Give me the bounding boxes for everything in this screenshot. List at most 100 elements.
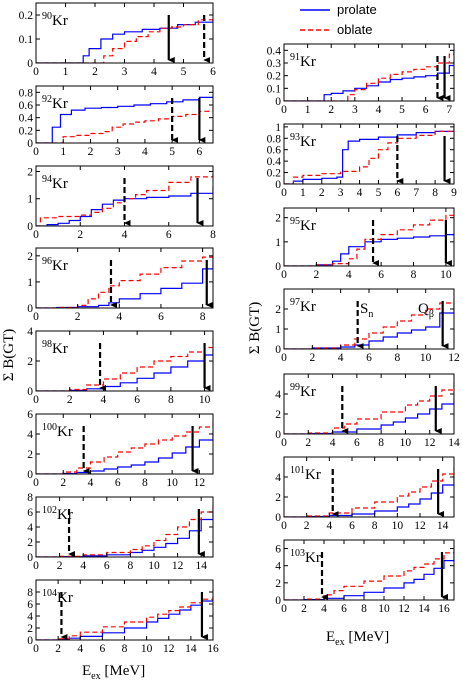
x-tick-label: 8 xyxy=(361,603,367,615)
x-tick-label: 1 xyxy=(60,146,66,158)
x-tick-label: 0 xyxy=(33,560,39,572)
x-tick-label: 0 xyxy=(33,66,39,78)
y-tick-label: 2 xyxy=(27,623,33,635)
y-tick-label: 0 xyxy=(27,386,33,398)
x-tick-label: 14 xyxy=(418,603,430,615)
x-tick-label: 6 xyxy=(197,146,203,158)
x-tick-label: 8 xyxy=(168,394,174,406)
series-line-oblate xyxy=(36,171,213,226)
y-tick-label: 1 xyxy=(27,194,33,206)
nucleus-label: 94Kr xyxy=(42,174,68,192)
y-tick-label: 0 xyxy=(275,261,281,273)
x-tick-label: 4 xyxy=(321,603,327,615)
x-tick-label: 6 xyxy=(354,437,360,449)
panel-kr96: 0 2 4 6 8 0 1 2 96Kr xyxy=(27,247,214,323)
y-tick-label: 0.2 xyxy=(19,125,34,137)
x-tick-label: 4 xyxy=(88,477,94,489)
x-tick-label: 10 xyxy=(199,394,211,406)
x-tick-label: 4 xyxy=(122,229,128,241)
x-tick-label: 14 xyxy=(437,520,449,532)
x-tick-label: 0 xyxy=(33,643,39,655)
y-tick-label: 2 xyxy=(27,356,33,368)
panel-frame xyxy=(283,539,455,601)
x-tick-label: 5 xyxy=(169,146,175,158)
x-tick-label: 6 xyxy=(166,229,172,241)
x-tick-label: 6 xyxy=(158,311,164,323)
x-tick-label: 2 xyxy=(92,66,98,78)
x-tick-label: 0 xyxy=(281,603,287,615)
x-tick-label: 14 xyxy=(185,643,197,655)
y-tick-label: 2 xyxy=(27,166,33,178)
nucleus-label: 104Kr xyxy=(42,588,73,606)
x-tick-label: 2 xyxy=(309,352,315,364)
y-tick-label: 0.3 xyxy=(267,58,282,70)
y-tick-label: 0 xyxy=(275,595,281,607)
y-tick-label: 0.4 xyxy=(267,45,282,57)
x-tick-label: 0 xyxy=(281,520,287,532)
y-tick-label: 1 xyxy=(275,237,281,249)
series-line-prolate xyxy=(284,398,454,434)
y-tick-label: 0.6 xyxy=(19,100,34,112)
x-tick-label: 2 xyxy=(319,187,325,199)
x-tick-label: 12 xyxy=(172,560,184,572)
x-tick-label: 4 xyxy=(330,437,336,449)
panel-kr100: 0 2 4 6 8 10 12 0 2 4 6 100Kr xyxy=(27,409,214,489)
y-tick-label: 0 xyxy=(275,512,281,524)
panel-frame xyxy=(283,456,455,518)
panel-frame xyxy=(283,373,455,435)
x-tick-label: 16 xyxy=(438,603,450,615)
x-tick-label: 10 xyxy=(392,520,404,532)
y-tick-label: 2 xyxy=(275,492,281,504)
y-tick-label: 0.8 xyxy=(19,87,34,99)
nucleus-label: 90Kr xyxy=(42,11,68,29)
y-tick-label: 2 xyxy=(27,449,33,461)
x-tick-label: 2 xyxy=(301,603,307,615)
x-tick-label: 10 xyxy=(400,437,412,449)
x-tick-label: 0 xyxy=(33,229,39,241)
x-tick-label: 5 xyxy=(376,187,382,199)
panel-kr94: 0 2 4 6 8 0 1 2 94Kr xyxy=(27,165,216,241)
panel-frame xyxy=(283,43,455,102)
y-tick-label: 0 xyxy=(275,429,281,441)
panel-frame xyxy=(35,85,214,144)
x-tick-label: 12 xyxy=(414,520,426,532)
y-tick-label: 0 xyxy=(27,221,33,233)
x-tick-label: 4 xyxy=(116,311,122,323)
x-tick-label: 3 xyxy=(122,66,128,78)
series-line-oblate xyxy=(284,47,454,101)
y-tick-label: 6 xyxy=(27,507,33,519)
x-tick-label: 6 xyxy=(423,104,429,116)
series-line-prolate xyxy=(36,186,213,226)
x-tick-label: 0 xyxy=(33,311,39,323)
y-tick-label: 8 xyxy=(27,587,33,599)
x-tick-label: 3 xyxy=(352,104,358,116)
y-tick-label: 0 xyxy=(27,303,33,315)
x-tick-label: 6 xyxy=(394,187,400,199)
x-tick-label: 6 xyxy=(210,66,216,78)
panel-frame xyxy=(283,123,455,185)
y-tick-label: 2 xyxy=(27,537,33,549)
nucleus-label: 97Kr xyxy=(290,297,316,315)
panel-kr95: 0 2 4 6 8 10 0 1 2 95Kr xyxy=(275,207,455,281)
x-tick-label: 0 xyxy=(33,146,39,158)
x-tick-label: 6 xyxy=(349,520,355,532)
x-tick-label: 12 xyxy=(424,437,436,449)
y-tick-label: 2 xyxy=(275,409,281,421)
x-tick-label: 2 xyxy=(67,394,73,406)
x-axis-label-left: Eex [MeV] xyxy=(82,663,145,682)
series-line-prolate xyxy=(36,95,213,143)
nucleus-label: 103Kr xyxy=(290,548,321,566)
x-tick-label: 2 xyxy=(75,311,81,323)
x-tick-label: 16 xyxy=(207,643,219,655)
x-tick-label: 6 xyxy=(341,603,347,615)
panel-frame xyxy=(35,330,214,392)
y-tick-label: 2 xyxy=(275,213,281,225)
x-tick-label: 10 xyxy=(378,603,390,615)
x-tick-label: 2 xyxy=(314,269,320,281)
panel-kr101: 0 2 4 6 8 10 12 14 0 2 4 101Kr xyxy=(275,456,455,532)
